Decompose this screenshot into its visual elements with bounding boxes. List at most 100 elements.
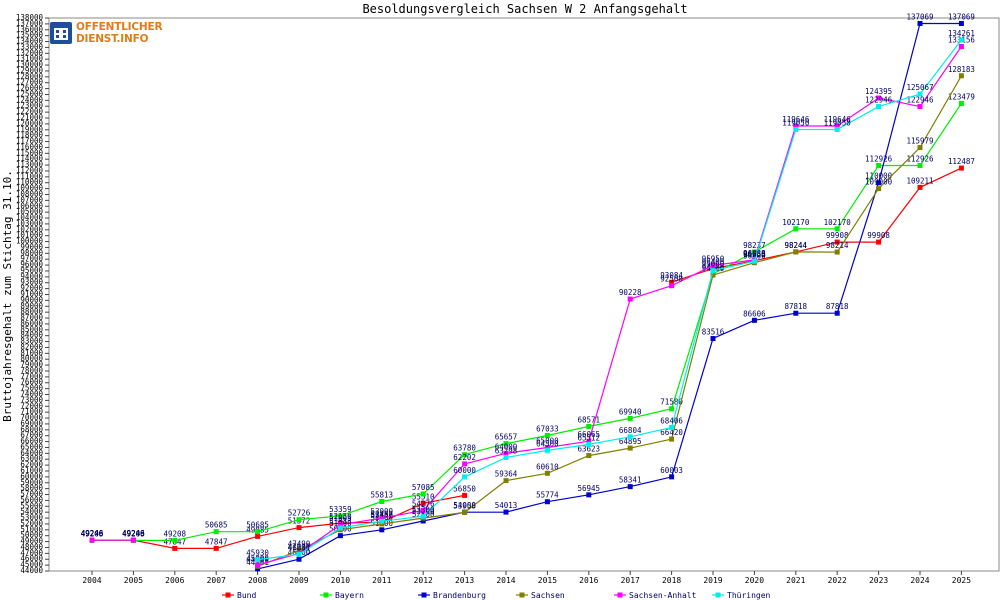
y-tick-label: 53000: [20, 513, 43, 522]
data-label: 53359: [329, 505, 352, 514]
data-label: 45930: [246, 549, 269, 558]
y-tick-label: 98000: [20, 248, 43, 257]
data-label: 92500: [660, 275, 683, 284]
data-label: 63623: [578, 445, 601, 454]
data-point: [337, 525, 343, 531]
y-tick-label: 66000: [20, 437, 43, 446]
x-tick-label: 2016: [579, 576, 598, 585]
data-point: [462, 461, 468, 467]
data-point: [834, 239, 840, 245]
data-point: [669, 283, 675, 289]
y-tick-label: 52000: [20, 519, 43, 528]
data-label: 66420: [660, 428, 683, 437]
data-label: 95950: [702, 254, 725, 263]
data-label: 49246: [122, 529, 145, 538]
legend-marker: [323, 592, 329, 598]
data-label: 60000: [453, 466, 476, 475]
y-tick-label: 47000: [20, 548, 43, 557]
y-tick-label: 124000: [16, 95, 44, 104]
legend-label: Sachsen: [531, 591, 565, 600]
data-label: 119646: [782, 115, 810, 124]
legend-item: Bayern: [320, 591, 364, 600]
data-label: 44361: [246, 558, 269, 567]
data-point: [544, 432, 550, 438]
y-tick-label: 72000: [20, 401, 43, 410]
data-point: [834, 310, 840, 316]
series-th-ringen: 45930 46831 51313 52457 53300 60000 63298 64500…: [246, 29, 975, 563]
logo-line-2: DIENST.INFO: [76, 33, 149, 45]
data-point: [917, 91, 923, 97]
data-label: 66804: [619, 426, 642, 435]
series-line: [257, 46, 962, 566]
data-label: 60610: [536, 462, 559, 471]
data-label: 50685: [205, 521, 228, 530]
data-point: [710, 336, 716, 342]
data-point: [958, 20, 964, 26]
data-point: [337, 513, 343, 519]
x-tick-label: 2022: [828, 576, 847, 585]
data-label: 65512: [578, 433, 601, 442]
y-tick-label: 115000: [16, 148, 44, 157]
data-point: [710, 272, 716, 278]
y-tick-label: 105000: [16, 207, 44, 216]
data-label: 54000: [453, 501, 476, 510]
data-label: 65000: [536, 436, 559, 445]
y-tick-label: 110000: [16, 178, 44, 187]
data-point: [379, 518, 385, 524]
y-tick-label: 120000: [16, 119, 44, 128]
x-tick-label: 2009: [289, 576, 308, 585]
y-tick-label: 133000: [16, 42, 44, 51]
data-label: 99908: [867, 231, 890, 240]
data-label: 96658: [743, 250, 766, 259]
x-tick-label: 2023: [869, 576, 888, 585]
y-tick-label: 112000: [16, 166, 44, 175]
data-label: 119050: [782, 118, 810, 127]
x-tick-label: 2025: [952, 576, 971, 585]
data-point: [420, 491, 426, 497]
y-tick-label: 46000: [20, 554, 43, 563]
y-tick-label: 70000: [20, 413, 43, 422]
series-line: [257, 39, 962, 561]
legend-label: Thüringen: [727, 591, 771, 600]
data-point: [544, 447, 550, 453]
x-tick-label: 2019: [703, 576, 722, 585]
data-label: 122946: [865, 96, 893, 105]
data-point: [917, 145, 923, 151]
data-label: 119646: [824, 115, 852, 124]
data-point: [503, 441, 509, 447]
data-label: 62202: [453, 453, 476, 462]
x-tick-label: 2012: [414, 576, 433, 585]
y-tick-label: 129000: [16, 66, 44, 75]
data-label: 93084: [660, 271, 683, 280]
y-tick-label: 65000: [20, 442, 43, 451]
data-label: 51313: [329, 517, 352, 526]
data-point: [544, 499, 550, 505]
data-label: 137069: [906, 12, 933, 21]
data-label: 95400: [702, 258, 725, 267]
y-tick-label: 100000: [16, 237, 44, 246]
y-tick-label: 134000: [16, 37, 44, 46]
y-tick-label: 80000: [20, 354, 43, 363]
plot-area: [48, 17, 1000, 572]
data-point: [296, 551, 302, 557]
data-label: 109000: [865, 178, 893, 187]
y-tick-label: 123000: [16, 101, 44, 110]
data-point: [627, 296, 633, 302]
legend-item: Thüringen: [712, 591, 771, 600]
data-point: [213, 545, 219, 551]
data-point: [669, 406, 675, 412]
offentlicher-dienst-logo: OFFENTLICHER DIENST.INFO: [50, 20, 163, 46]
y-tick-label: 63000: [20, 454, 43, 463]
data-point: [793, 226, 799, 232]
data-label: 64895: [619, 437, 642, 446]
y-tick-label: 54000: [20, 507, 43, 516]
data-label: 49246: [81, 529, 104, 538]
data-point: [544, 470, 550, 476]
data-point: [627, 445, 633, 451]
data-point: [876, 186, 882, 192]
legend-label: Brandenburg: [433, 591, 486, 600]
y-tick-label: 59000: [20, 478, 43, 487]
data-point: [255, 566, 261, 572]
y-tick-label: 55000: [20, 501, 43, 510]
